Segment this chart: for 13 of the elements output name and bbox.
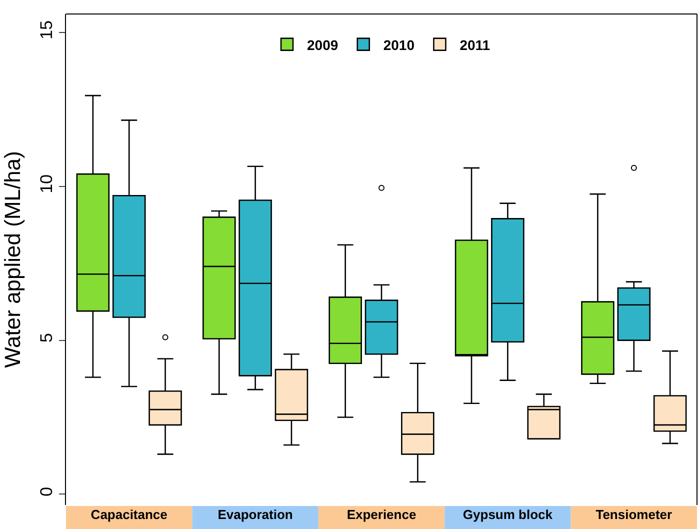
legend-label: 2011 (460, 36, 490, 53)
y-tick-label: 5 (37, 333, 56, 342)
x-tick-label: Experience (346, 507, 416, 522)
x-tick-label: Gypsum block (462, 507, 554, 522)
x-tick-label: Tensiometer (596, 507, 672, 522)
legend-label: 2009 (307, 36, 338, 53)
x-tick-label: Evaporation (218, 507, 293, 522)
y-tick-label: 10 (37, 174, 56, 194)
legend-label: 2010 (383, 36, 415, 53)
y-tick-label: 15 (37, 20, 56, 40)
y-tick-label: 0 (37, 486, 56, 496)
y-axis-title: Water applied (ML/ha) (0, 151, 25, 368)
x-tick-label: Capacitance (90, 507, 168, 522)
